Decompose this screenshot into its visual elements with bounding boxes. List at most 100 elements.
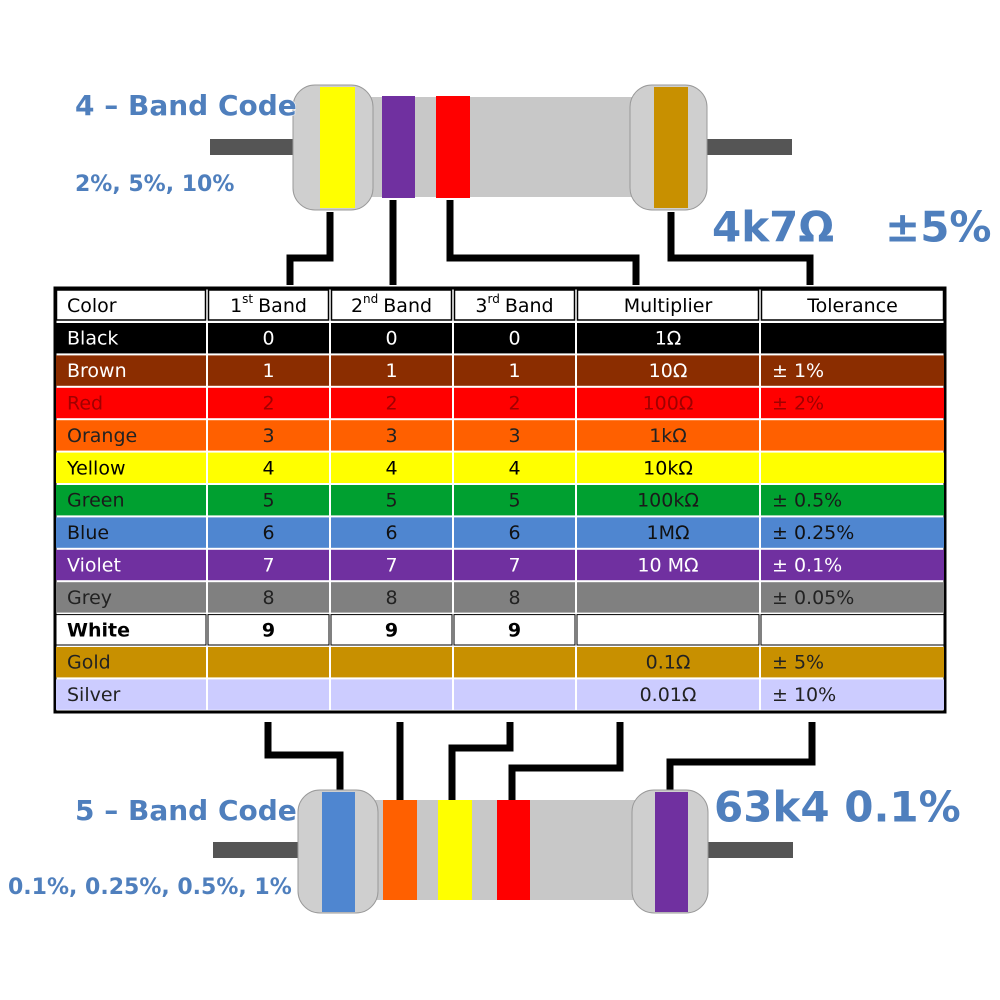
cell-text: 10 MΩ	[637, 555, 698, 577]
table-cell	[331, 387, 452, 419]
color-name: Silver	[67, 684, 121, 706]
color-name: Grey	[67, 587, 112, 609]
header-main: Tolerance	[806, 295, 898, 317]
color-name: Orange	[67, 425, 137, 447]
cell-text: 3	[262, 425, 274, 447]
table-cell	[761, 485, 944, 516]
header-text: 1st Band	[230, 292, 307, 317]
table-cell	[761, 420, 944, 451]
connector	[286, 212, 334, 285]
cell-text: ± 0.1%	[772, 555, 842, 577]
cell-text: ± 10%	[772, 684, 836, 706]
cell-text: ± 0.25%	[772, 522, 854, 544]
table-cell	[56, 647, 206, 678]
band	[383, 800, 417, 900]
header-rest: Band	[383, 295, 432, 317]
cell-text: 0.01Ω	[640, 684, 697, 706]
table-cell	[56, 387, 206, 419]
table-cell	[454, 679, 575, 710]
band	[320, 87, 355, 208]
header-text: Color	[67, 295, 117, 317]
band	[436, 96, 470, 198]
color-name: Red	[67, 393, 103, 415]
lead	[213, 842, 303, 858]
four-band-example-value: 4k7Ω	[712, 203, 834, 252]
cell-text: 1Ω	[655, 328, 682, 350]
header-text: 3rd Band	[475, 292, 553, 317]
cell-text: 10kΩ	[643, 457, 693, 479]
band	[322, 792, 355, 912]
table-cell	[761, 355, 944, 386]
table-cell	[208, 549, 329, 581]
header-sup: nd	[363, 292, 378, 306]
header-text: Tolerance	[806, 295, 898, 317]
header-sup: st	[242, 292, 253, 306]
table-cell	[761, 517, 944, 548]
cell-text: 6	[508, 522, 520, 544]
lead	[210, 139, 300, 155]
five-band-resistor	[213, 789, 793, 914]
table-cell	[331, 452, 452, 483]
table-cell	[56, 517, 206, 548]
table-cell	[331, 549, 452, 581]
header-main: Color	[67, 295, 117, 317]
table-cell	[454, 323, 575, 354]
table-cell	[576, 614, 760, 646]
table-cell	[331, 355, 452, 386]
band	[382, 96, 415, 198]
cell-text: 4	[262, 457, 274, 479]
table-cell	[761, 679, 944, 710]
cell-text: 100Ω	[643, 393, 694, 415]
cell-text: 7	[385, 555, 397, 577]
table-cell	[208, 647, 329, 678]
header-main: 3	[475, 295, 487, 317]
table-cell	[56, 549, 206, 581]
table-cell	[577, 452, 759, 483]
table-cell	[577, 647, 759, 678]
table-cell	[761, 549, 944, 581]
table-cell	[577, 485, 759, 516]
table-cell	[56, 452, 206, 483]
cell-text: ± 0.05%	[772, 587, 854, 609]
cell-text: ± 5%	[772, 652, 824, 674]
cell-text: 4	[508, 457, 520, 479]
four-band-resistor	[210, 84, 792, 211]
table-cell	[208, 582, 329, 613]
connector	[508, 722, 624, 800]
table-cell	[56, 355, 206, 386]
table-cell	[454, 485, 575, 516]
cell-text: 4	[385, 457, 397, 479]
cell-text: 2	[385, 393, 397, 415]
color-name: White	[67, 619, 130, 641]
cell-text: 3	[385, 425, 397, 447]
cell-text: 6	[262, 522, 274, 544]
five-band-example: 63k4 0.1%	[714, 783, 961, 832]
header-cell	[576, 289, 760, 321]
header-cell	[453, 289, 576, 321]
header-cell	[760, 289, 945, 321]
table-cell	[454, 549, 575, 581]
cell-text: 1	[385, 360, 397, 382]
five-band-tolerances: 0.1%, 0.25%, 0.5%, 1%	[8, 875, 292, 900]
table-cell	[55, 614, 207, 646]
cell-text: 7	[508, 555, 520, 577]
table-cell	[454, 517, 575, 548]
table-cell	[454, 647, 575, 678]
table-cell	[208, 452, 329, 483]
table-cell	[56, 679, 206, 710]
cell-text: 9	[508, 619, 521, 641]
five-band-title: 5 – Band Code	[75, 794, 297, 827]
cell-text: ± 1%	[772, 360, 824, 382]
table-cell	[454, 355, 575, 386]
table-cell	[454, 452, 575, 483]
table-cell	[454, 387, 575, 419]
table-cell	[760, 614, 945, 646]
header-text: 2nd Band	[351, 292, 432, 317]
four-band-tolerances: 2%, 5%, 10%	[75, 172, 234, 197]
color-code-table: Color 1st Band 2nd Band 3rd Band Multiplier Tole…	[53, 286, 947, 714]
table-cell	[761, 582, 944, 613]
cell-text: 8	[262, 587, 274, 609]
table-cell	[577, 355, 759, 386]
table-cell	[577, 549, 759, 581]
cell-text: 0	[262, 328, 274, 350]
